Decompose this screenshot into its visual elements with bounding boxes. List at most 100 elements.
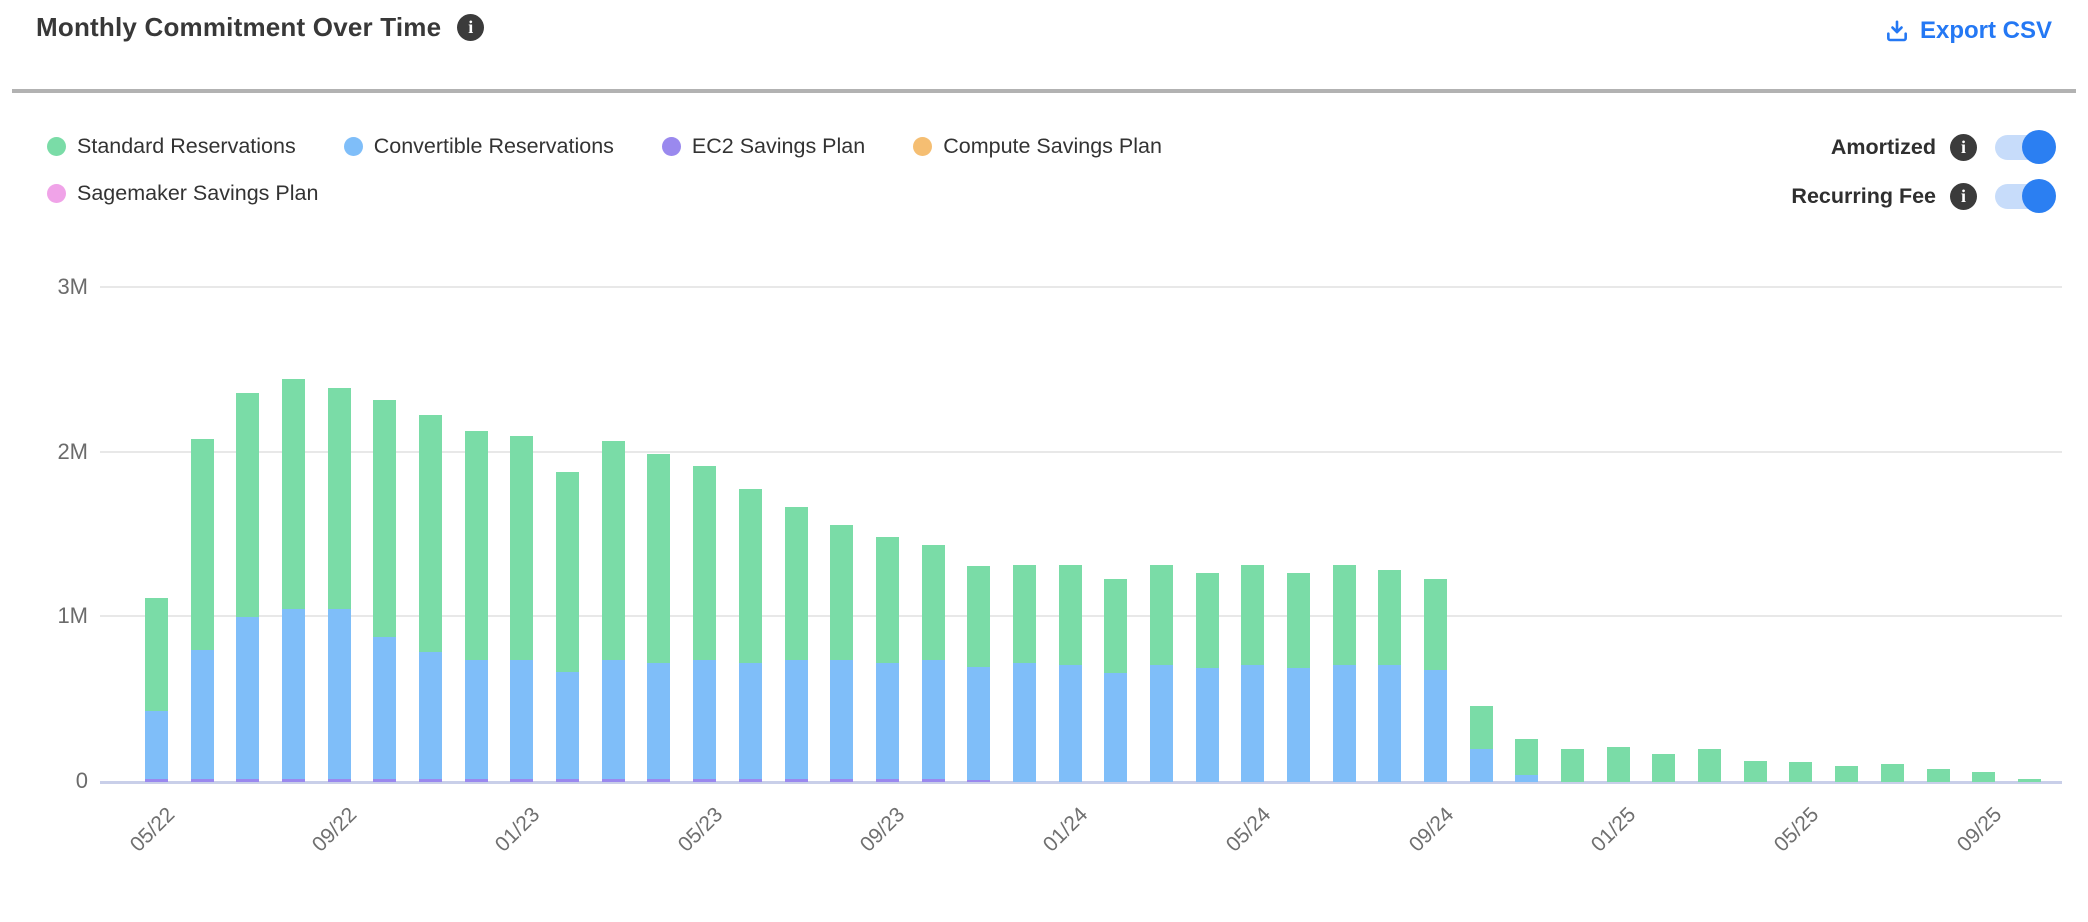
bar-08/24-convertible-reservations[interactable] <box>1378 665 1402 782</box>
bar-09/23-ec2-savings-plan[interactable] <box>875 778 899 782</box>
bar-11/23-ec2-savings-plan[interactable] <box>967 780 991 782</box>
bar-05/25-standard-reservations[interactable] <box>1789 762 1813 782</box>
toggle-switch-recurring-fee[interactable] <box>1995 178 2056 213</box>
bar-09/22-convertible-reservations[interactable] <box>327 609 351 779</box>
title-info-icon[interactable]: i <box>457 14 485 41</box>
bar-09/24-standard-reservations[interactable] <box>1424 579 1448 671</box>
bar-07/24-convertible-reservations[interactable] <box>1332 665 1356 782</box>
bar-05/23-convertible-reservations[interactable] <box>693 660 717 779</box>
bar-07/24-standard-reservations[interactable] <box>1332 564 1356 666</box>
toggle-switch-amortized[interactable] <box>1995 129 2056 164</box>
bar-04/23-standard-reservations[interactable] <box>647 454 671 664</box>
bar-07/22-convertible-reservations[interactable] <box>236 617 260 779</box>
bar-02/23-standard-reservations[interactable] <box>556 472 580 672</box>
bar-03/25-standard-reservations[interactable] <box>1698 749 1722 782</box>
bar-08/24-standard-reservations[interactable] <box>1378 569 1402 666</box>
bar-10/23-standard-reservations[interactable] <box>921 544 945 661</box>
bar-04/23-convertible-reservations[interactable] <box>647 663 671 779</box>
legend-item-compute-savings-plan[interactable]: Compute Savings Plan <box>913 131 1162 162</box>
bar-03/23-convertible-reservations[interactable] <box>601 660 625 779</box>
bar-11/24-convertible-reservations[interactable] <box>1515 775 1539 782</box>
bar-09/22-ec2-savings-plan[interactable] <box>327 778 351 782</box>
bar-06/25-standard-reservations[interactable] <box>1835 765 1859 782</box>
bar-11/24-standard-reservations[interactable] <box>1515 739 1539 776</box>
bar-09/25-standard-reservations[interactable] <box>1972 772 1996 782</box>
legend-item-sagemaker-savings-plan[interactable]: Sagemaker Savings Plan <box>47 178 318 209</box>
bar-03/24-standard-reservations[interactable] <box>1149 564 1173 666</box>
bar-01/23-standard-reservations[interactable] <box>510 436 534 661</box>
bar-11/22-convertible-reservations[interactable] <box>419 651 443 779</box>
bar-03/24-convertible-reservations[interactable] <box>1149 665 1173 782</box>
bar-05/22-ec2-savings-plan[interactable] <box>145 778 168 782</box>
bar-12/23-standard-reservations[interactable] <box>1012 564 1036 664</box>
legend-item-standard-reservations[interactable]: Standard Reservations <box>47 131 296 162</box>
bar-10/23-ec2-savings-plan[interactable] <box>921 778 945 782</box>
bar-06/22-standard-reservations[interactable] <box>190 439 214 651</box>
legend-item-convertible-reservations[interactable]: Convertible Reservations <box>343 131 614 162</box>
bar-07/23-standard-reservations[interactable] <box>784 507 808 661</box>
bar-08/22-convertible-reservations[interactable] <box>282 609 306 779</box>
bar-10/22-convertible-reservations[interactable] <box>373 637 397 779</box>
bar-09/22-standard-reservations[interactable] <box>327 388 351 610</box>
bar-06/23-standard-reservations[interactable] <box>738 488 762 664</box>
bar-01/25-standard-reservations[interactable] <box>1606 747 1630 782</box>
bar-05/23-standard-reservations[interactable] <box>693 465 717 661</box>
bar-10/22-ec2-savings-plan[interactable] <box>373 778 397 782</box>
bar-05/22-standard-reservations[interactable] <box>145 597 168 712</box>
bar-10/25-standard-reservations[interactable] <box>2017 778 2041 782</box>
bar-11/23-convertible-reservations[interactable] <box>967 666 991 781</box>
bar-08/23-ec2-savings-plan[interactable] <box>830 778 854 782</box>
bar-08/23-standard-reservations[interactable] <box>830 525 854 661</box>
bar-02/25-standard-reservations[interactable] <box>1652 754 1676 782</box>
bar-07/23-ec2-savings-plan[interactable] <box>784 778 808 782</box>
bar-02/23-convertible-reservations[interactable] <box>556 671 580 779</box>
bar-12/22-convertible-reservations[interactable] <box>464 660 488 779</box>
bar-08/25-standard-reservations[interactable] <box>1926 768 1950 782</box>
export-csv-button[interactable]: Export CSV <box>1878 16 2058 46</box>
bar-07/23-convertible-reservations[interactable] <box>784 660 808 779</box>
bar-01/24-standard-reservations[interactable] <box>1058 564 1082 666</box>
bar-05/24-convertible-reservations[interactable] <box>1241 665 1265 782</box>
bar-06/23-ec2-savings-plan[interactable] <box>738 778 762 782</box>
bar-11/22-ec2-savings-plan[interactable] <box>419 778 443 782</box>
bar-09/24-convertible-reservations[interactable] <box>1424 670 1448 782</box>
bar-04/24-standard-reservations[interactable] <box>1195 572 1219 669</box>
bar-02/24-convertible-reservations[interactable] <box>1104 673 1128 782</box>
bar-04/25-standard-reservations[interactable] <box>1743 760 1767 782</box>
bar-05/24-standard-reservations[interactable] <box>1241 564 1265 666</box>
bar-03/23-ec2-savings-plan[interactable] <box>601 778 625 782</box>
bar-06/24-convertible-reservations[interactable] <box>1287 668 1310 782</box>
bar-12/24-standard-reservations[interactable] <box>1561 749 1585 782</box>
bar-09/23-convertible-reservations[interactable] <box>875 663 899 779</box>
bar-07/22-standard-reservations[interactable] <box>236 393 260 618</box>
bar-09/23-standard-reservations[interactable] <box>875 536 899 664</box>
bar-12/23-convertible-reservations[interactable] <box>1012 663 1036 782</box>
bar-04/24-convertible-reservations[interactable] <box>1195 668 1219 782</box>
bar-02/24-standard-reservations[interactable] <box>1104 579 1128 674</box>
bar-06/24-standard-reservations[interactable] <box>1287 572 1310 669</box>
bar-07/22-ec2-savings-plan[interactable] <box>236 778 260 782</box>
bar-10/24-convertible-reservations[interactable] <box>1469 749 1493 782</box>
bar-01/24-convertible-reservations[interactable] <box>1058 665 1082 782</box>
bar-06/22-ec2-savings-plan[interactable] <box>190 778 214 782</box>
bar-10/24-standard-reservations[interactable] <box>1469 706 1493 750</box>
bar-08/23-convertible-reservations[interactable] <box>830 660 854 779</box>
bar-12/22-ec2-savings-plan[interactable] <box>464 778 488 782</box>
bar-11/22-standard-reservations[interactable] <box>419 414 443 652</box>
bar-11/23-standard-reservations[interactable] <box>967 566 991 667</box>
bar-12/22-standard-reservations[interactable] <box>464 431 488 661</box>
bar-05/23-ec2-savings-plan[interactable] <box>693 778 717 782</box>
bar-02/23-ec2-savings-plan[interactable] <box>556 778 580 782</box>
bar-01/23-convertible-reservations[interactable] <box>510 660 534 779</box>
bar-03/23-standard-reservations[interactable] <box>601 441 625 661</box>
bar-07/25-standard-reservations[interactable] <box>1880 763 1904 782</box>
bar-06/23-convertible-reservations[interactable] <box>738 663 762 779</box>
info-icon[interactable]: i <box>1950 133 1977 161</box>
bar-06/22-convertible-reservations[interactable] <box>190 650 214 779</box>
bar-10/23-convertible-reservations[interactable] <box>921 660 945 779</box>
legend-item-ec2-savings-plan[interactable]: EC2 Savings Plan <box>661 131 865 162</box>
bar-08/22-standard-reservations[interactable] <box>282 378 306 610</box>
bar-01/23-ec2-savings-plan[interactable] <box>510 778 534 782</box>
info-icon[interactable]: i <box>1950 182 1977 210</box>
bar-08/22-ec2-savings-plan[interactable] <box>282 778 306 782</box>
